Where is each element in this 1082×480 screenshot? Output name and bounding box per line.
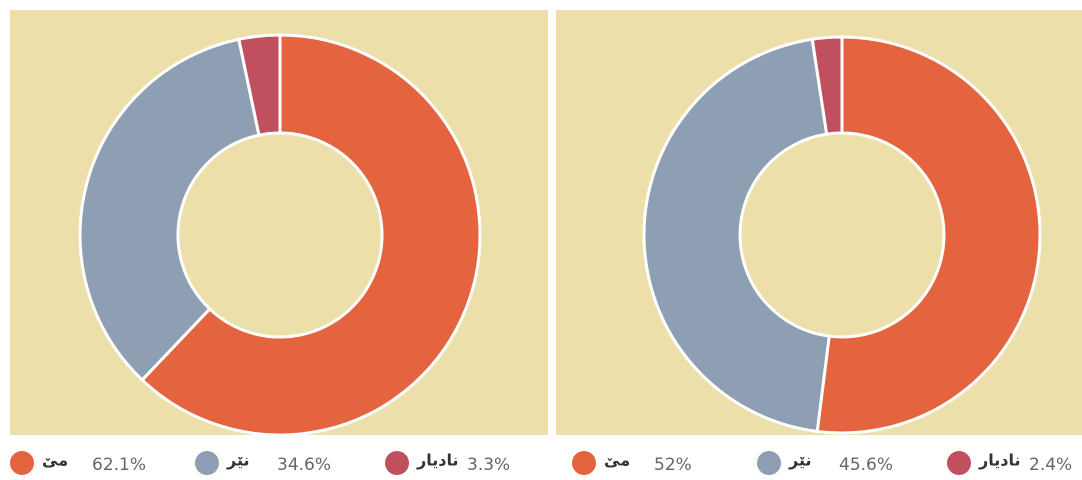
legend-label: مێ	[42, 451, 68, 470]
donut-slice	[78, 37, 261, 383]
value-label: 3.3%	[467, 455, 510, 475]
legend-label: نێر	[788, 451, 812, 470]
donut-slice	[237, 33, 282, 137]
legend-swatch	[572, 451, 596, 475]
legend-swatch	[10, 451, 34, 475]
legend-label: مێ	[604, 451, 630, 470]
legend-swatch	[385, 451, 409, 475]
donut-slice	[810, 35, 844, 136]
legend-swatch	[195, 451, 219, 475]
value-label: 52%	[654, 455, 692, 475]
value-label: 34.6%	[277, 455, 331, 475]
donut-slice	[642, 37, 831, 434]
legend-swatch	[947, 451, 971, 475]
donut-slice	[140, 33, 482, 437]
legend-swatch	[757, 451, 781, 475]
legend-label: نادیار	[416, 451, 458, 470]
legend-label: نادیار	[978, 451, 1020, 470]
legend-label: نێر	[226, 451, 250, 470]
value-label: 45.6%	[839, 455, 893, 475]
value-label: 62.1%	[92, 455, 146, 475]
value-label: 2.4%	[1029, 455, 1072, 475]
donut-slice	[815, 35, 1042, 435]
